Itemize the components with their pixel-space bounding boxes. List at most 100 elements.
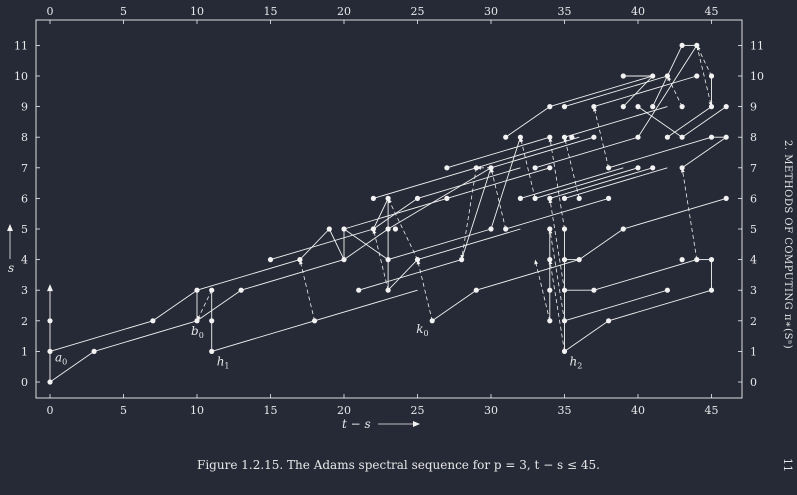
y-tick-label-right: 9: [750, 101, 757, 114]
x-tick-label-bottom: 45: [705, 404, 719, 417]
data-point: [620, 226, 626, 232]
differential-line: [549, 198, 565, 291]
data-point: [312, 318, 318, 324]
product-line: [505, 197, 609, 230]
data-point: [194, 287, 200, 293]
point-labels: a0 b0 h1 k0 h2: [55, 322, 582, 371]
differential-line: [593, 106, 609, 168]
data-point: [547, 318, 553, 324]
data-point: [606, 195, 612, 201]
data-point: [561, 226, 568, 232]
data-point: [238, 287, 244, 293]
y-tick-label-right: 3: [750, 284, 757, 297]
data-point: [694, 73, 700, 79]
data-point: [503, 226, 509, 232]
data-point: [664, 73, 671, 79]
differential-line: [549, 259, 565, 352]
differential-line: [681, 167, 698, 260]
product-line: [196, 259, 301, 291]
differential-line: [667, 75, 683, 107]
data-point: [694, 42, 700, 49]
y-tick-label-left: 0: [21, 376, 28, 389]
data-point: [547, 195, 553, 201]
data-point: [679, 134, 685, 140]
data-point: [473, 287, 479, 293]
data-point: [444, 165, 450, 171]
y-tick-label-left: 3: [21, 284, 28, 297]
product-line: [93, 320, 198, 352]
data-point: [385, 287, 391, 293]
product-line: [299, 228, 330, 260]
product-line: [431, 289, 477, 322]
product-line: [446, 167, 550, 199]
data-point: [606, 165, 612, 171]
data-point: [708, 287, 715, 293]
data-point: [547, 257, 553, 263]
product-line: [578, 228, 624, 260]
product-line: [476, 259, 580, 291]
y-tick-label-left: 2: [21, 315, 28, 328]
running-header: 2. METHODS OF COMPUTING π∗(Sⁿ): [782, 140, 793, 350]
y-tick-label-left: 9: [21, 101, 28, 114]
data-point: [547, 104, 553, 110]
data-point: [561, 257, 568, 263]
differential-line: [564, 137, 580, 199]
data-point: [635, 134, 641, 140]
y-tick-label-left: 7: [21, 162, 28, 175]
tower-arrow: [47, 284, 53, 321]
data-point: [635, 104, 641, 110]
data-point: [370, 226, 376, 232]
y-axis-arrowhead: [7, 224, 13, 231]
data-point: [444, 195, 450, 201]
data-point: [150, 318, 156, 324]
x-axis-arrowhead: [413, 421, 420, 427]
product-line: [49, 351, 95, 383]
x-tick-label-bottom: 35: [558, 404, 572, 417]
page-number: 11: [781, 458, 794, 472]
differential-arrowhead: [534, 259, 539, 265]
x-tick-label-top: 10: [190, 5, 204, 18]
data-point: [650, 73, 656, 79]
product-line: [387, 228, 492, 261]
differential-line: [490, 167, 507, 230]
data-point: [708, 257, 715, 263]
plot-frame: [35, 19, 743, 399]
y-tick-label-left: 4: [21, 254, 28, 267]
data-point: [591, 134, 597, 140]
product-line: [240, 259, 345, 291]
data-point: [47, 348, 53, 354]
data-point: [723, 134, 729, 140]
y-tick-label-right: 7: [750, 162, 757, 175]
data-point: [561, 287, 568, 293]
data-point: [91, 348, 97, 354]
data-point: [561, 318, 568, 324]
data-point: [620, 104, 626, 110]
x-tick-label-top: 5: [120, 5, 127, 18]
product-line: [667, 106, 712, 138]
x-tick-label-bottom: 25: [411, 404, 425, 417]
tower-arrowhead: [47, 284, 53, 292]
data-point: [664, 134, 671, 140]
data-point: [414, 257, 421, 263]
data-point: [267, 257, 274, 263]
x-tick-label-top: 25: [411, 5, 425, 18]
data-point: [326, 226, 332, 232]
x-tick-label-top: 45: [705, 5, 719, 18]
data-point: [561, 134, 568, 140]
data-point: [569, 134, 575, 140]
product-line: [490, 136, 595, 169]
y-tick-label-right: 6: [750, 192, 757, 205]
differential-line: [299, 259, 315, 321]
differential-line: [196, 290, 213, 321]
y-tick-label-left: 5: [21, 223, 28, 236]
data-point: [488, 226, 494, 232]
product-line: [373, 198, 418, 230]
x-tick-label-bottom: 5: [120, 404, 127, 417]
product-line: [417, 167, 521, 199]
x-tick-label-bottom: 10: [190, 404, 204, 417]
differential-line: [373, 228, 389, 291]
multiplication-lines: [49, 44, 727, 383]
y-axis-label: s: [8, 261, 14, 275]
product-line: [622, 75, 654, 107]
data-point: [664, 287, 671, 293]
